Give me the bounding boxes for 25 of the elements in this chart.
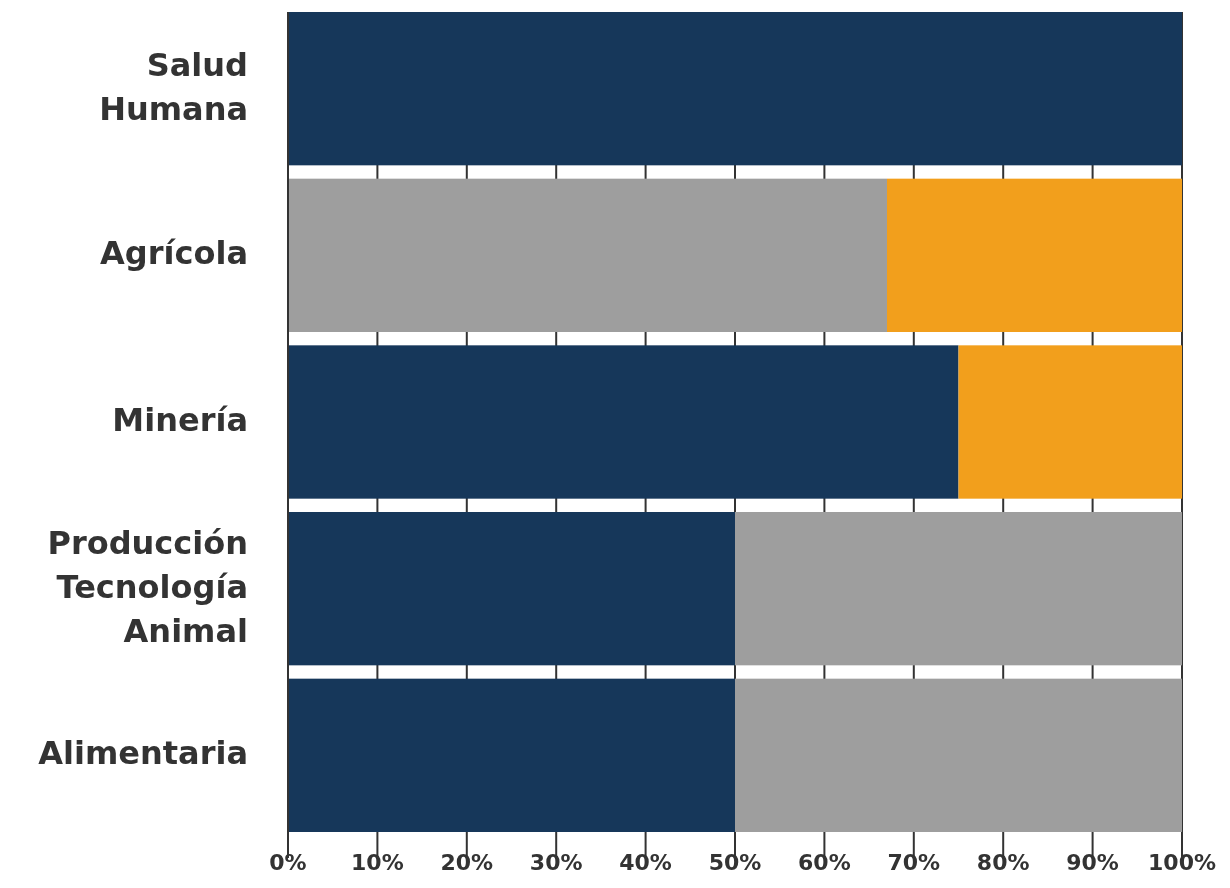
bar <box>288 512 735 666</box>
bar <box>958 345 1182 499</box>
bar <box>288 678 735 832</box>
x-tick-label: 40% <box>619 850 672 875</box>
x-tick-label: 30% <box>529 850 583 875</box>
x-tick-label: 80% <box>976 850 1030 875</box>
bar <box>288 12 1182 166</box>
bar <box>288 178 887 332</box>
bar <box>735 678 1182 832</box>
bar <box>735 512 1182 666</box>
y-tick-label: Salud Humana <box>99 45 248 128</box>
x-tick-label: 10% <box>351 850 404 875</box>
x-tick-label: 60% <box>798 850 851 875</box>
x-tick-label: 50% <box>708 850 762 875</box>
y-tick-label: Agrícola <box>100 234 248 273</box>
x-tick-label: 20% <box>440 850 494 875</box>
x-tick-label: 90% <box>1066 850 1119 875</box>
y-tick-label: Alimentaria <box>38 734 248 773</box>
y-tick-label: Producción Tecnología Animal <box>47 523 248 650</box>
bar <box>288 345 959 499</box>
x-tick-label: 0% <box>269 850 307 875</box>
x-tick-label: 100% <box>1148 850 1216 875</box>
bar <box>886 178 1182 332</box>
x-tick-label: 70% <box>887 850 941 875</box>
y-tick-label: Minería <box>112 401 248 439</box>
